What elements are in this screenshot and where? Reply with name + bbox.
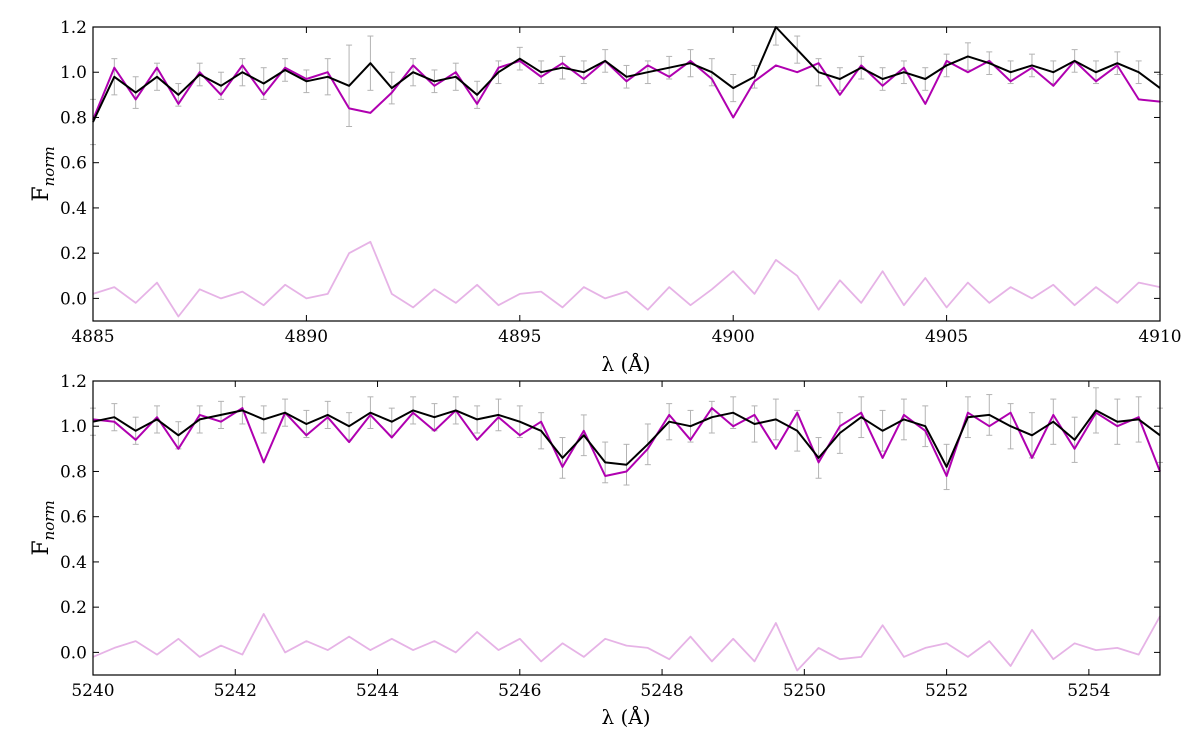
top-plot-frame xyxy=(92,26,1161,322)
bottom-y-tick-label: 0.4 xyxy=(60,553,87,573)
top-y-tick-label: 0.8 xyxy=(60,108,87,128)
top-x-tick-label: 4885 xyxy=(71,327,114,347)
bottom-panel: 5240 5242 5244 5246 5248 5250 5252 5254 0.0 0.2 0.… xyxy=(29,372,1163,729)
bottom-axis-ticks: 5240 5242 5244 5246 5248 5250 5252 5254 0.0 0.2 0.… xyxy=(60,372,1160,701)
bottom-y-axis-label-sub: norm xyxy=(40,500,58,540)
top-series-lines xyxy=(92,26,1161,318)
bottom-x-tick-label: 5242 xyxy=(214,681,257,701)
top-residual-line xyxy=(92,240,1161,318)
top-error-bars xyxy=(90,26,1163,146)
top-y-tick-label: 0.4 xyxy=(60,199,87,219)
bottom-y-axis-label-main: F xyxy=(29,540,54,555)
top-model-line xyxy=(92,59,1161,121)
bottom-y-tick-label: 0.2 xyxy=(60,598,87,618)
bottom-observed-line xyxy=(92,409,1161,468)
bottom-x-tick-label: 5254 xyxy=(1067,681,1110,701)
bottom-y-axis-label: Fnorm xyxy=(29,500,58,555)
bottom-x-tick-label: 5250 xyxy=(783,681,826,701)
top-observed-line xyxy=(92,26,1161,123)
top-x-tick-label: 4895 xyxy=(498,327,541,347)
top-y-tick-label: 0.0 xyxy=(60,289,87,309)
top-x-tick-label: 4910 xyxy=(1138,327,1181,347)
bottom-x-tick-label: 5248 xyxy=(640,681,683,701)
top-y-axis-label-main: F xyxy=(29,186,54,201)
bottom-y-tick-label: 0.0 xyxy=(60,643,87,663)
top-y-tick-label: 1.0 xyxy=(60,63,87,83)
bottom-x-tick-label: 5246 xyxy=(498,681,541,701)
bottom-x-tick-label: 5244 xyxy=(356,681,399,701)
bottom-x-tick-label: 5252 xyxy=(925,681,968,701)
bottom-residual-line xyxy=(92,613,1161,672)
bottom-y-tick-label: 0.8 xyxy=(60,462,87,482)
top-y-tick-label: 1.2 xyxy=(60,18,87,38)
bottom-plot-frame xyxy=(92,380,1161,676)
bottom-model-line xyxy=(92,407,1161,477)
bottom-y-tick-label: 1.0 xyxy=(60,417,87,437)
bottom-x-tick-label: 5240 xyxy=(71,681,114,701)
top-y-axis-label: Fnorm xyxy=(29,146,58,201)
top-x-tick-label: 4890 xyxy=(285,327,328,347)
bottom-y-tick-label: 1.2 xyxy=(60,372,87,392)
top-y-tick-label: 0.2 xyxy=(60,244,87,264)
top-axis-ticks: 4885 4890 4895 4900 4905 4910 0.0 0.2 0.4 0.6 0.8 1… xyxy=(60,18,1182,347)
top-x-tick-label: 4905 xyxy=(925,327,968,347)
bottom-y-tick-label: 0.6 xyxy=(60,508,87,528)
bottom-error-bars xyxy=(90,387,1163,491)
top-x-axis-label: λ (Å) xyxy=(601,351,650,376)
bottom-x-axis-label: λ (Å) xyxy=(601,704,650,729)
top-y-axis-label-sub: norm xyxy=(40,146,58,186)
top-panel: 4885 4890 4895 4900 4905 4910 0.0 0.2 0.4 0.6 0.8 1… xyxy=(29,18,1182,376)
bottom-series-lines xyxy=(92,407,1161,672)
top-x-tick-label: 4900 xyxy=(712,327,755,347)
top-y-tick-label: 0.6 xyxy=(60,154,87,174)
